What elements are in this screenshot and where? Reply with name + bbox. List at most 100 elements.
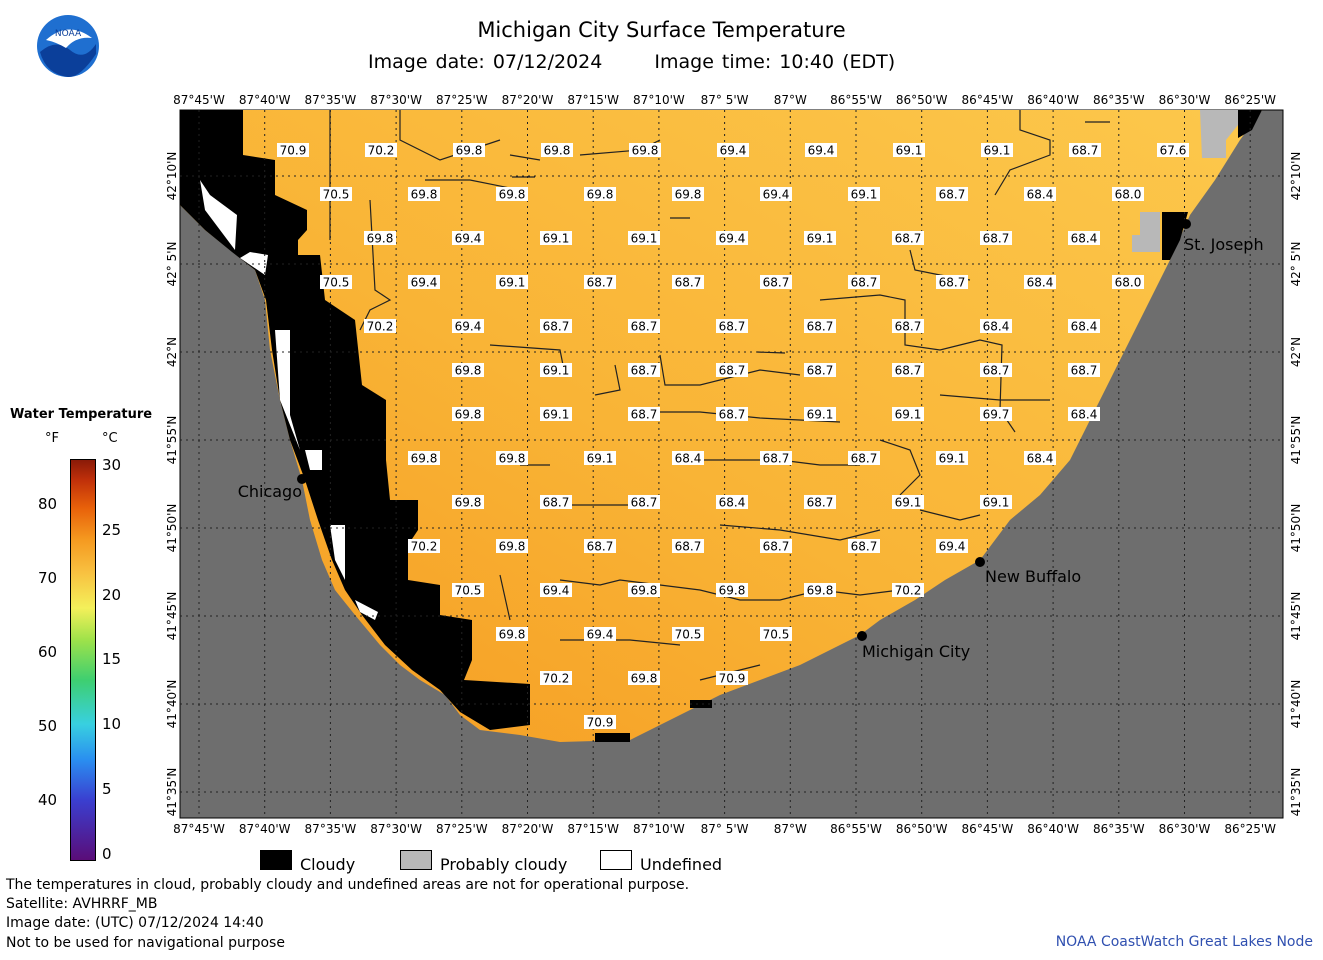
temperature-label: 70.2	[540, 671, 572, 686]
temperature-label: 70.5	[320, 187, 352, 202]
logo-text: NOAA	[55, 29, 82, 39]
temperature-label: 68.7	[892, 363, 924, 378]
temperature-label: 69.4	[540, 583, 572, 598]
svg-text:69.8: 69.8	[807, 584, 834, 598]
longitude-label: 86°40'W	[1027, 822, 1079, 836]
svg-text:70.2: 70.2	[367, 320, 394, 334]
longitude-label: 87°35'W	[305, 822, 357, 836]
svg-text:69.8: 69.8	[631, 672, 658, 686]
svg-text:68.7: 68.7	[807, 496, 834, 510]
svg-text:70.5: 70.5	[323, 188, 350, 202]
svg-text:69.1: 69.1	[851, 188, 878, 202]
temperature-label: 68.0	[1112, 187, 1144, 202]
city-marker: St. Joseph	[1181, 219, 1264, 254]
celsius-tick: 0	[102, 844, 112, 863]
temperature-label: 68.7	[980, 231, 1012, 246]
city-markers: St. Joseph Chicago New Buffalo Michigan Cit…	[238, 219, 1264, 661]
temperature-label: 69.1	[848, 187, 880, 202]
temperature-label: 68.7	[892, 231, 924, 246]
svg-text:68.7: 68.7	[807, 364, 834, 378]
temperature-label: 69.8	[804, 583, 836, 598]
svg-text:68.7: 68.7	[939, 188, 966, 202]
svg-text:68.4: 68.4	[983, 320, 1010, 334]
svg-text:68.7: 68.7	[631, 408, 658, 422]
fahrenheit-tick: 50	[38, 717, 58, 735]
svg-text:70.2: 70.2	[895, 584, 922, 598]
svg-text:69.1: 69.1	[543, 232, 570, 246]
temperature-label: 69.1	[540, 407, 572, 422]
svg-text:68.7: 68.7	[587, 276, 614, 290]
temperature-label: 69.1	[628, 231, 660, 246]
temperature-label: 68.7	[716, 319, 748, 334]
city-marker: Michigan City	[857, 631, 970, 661]
svg-text:70.5: 70.5	[323, 276, 350, 290]
svg-text:68.7: 68.7	[983, 232, 1010, 246]
svg-text:68.4: 68.4	[1071, 232, 1098, 246]
temperature-label: 68.7	[892, 319, 924, 334]
image-datetime: Image date: 07/12/2024 Image time: 10:40…	[368, 51, 939, 73]
latitude-label: 41°50'N	[1289, 504, 1303, 553]
temperature-label: 69.4	[805, 143, 837, 158]
temperature-label: 69.8	[364, 231, 396, 246]
temperature-label: 70.2	[365, 143, 397, 158]
latitude-labels-right: 42°10'N 42° 5'N 42°N 41°55'N 41°50'N 41°45'N 4…	[1289, 152, 1303, 817]
svg-text:69.4: 69.4	[411, 276, 438, 290]
city-name: Michigan City	[862, 642, 970, 661]
temperature-label: 68.7	[936, 187, 968, 202]
navigation-disclaimer: Not to be used for navigational purpose	[6, 935, 285, 951]
longitude-label: 87°30'W	[370, 93, 422, 107]
svg-text:69.8: 69.8	[675, 188, 702, 202]
temperature-label: 68.7	[1069, 143, 1101, 158]
svg-text:68.4: 68.4	[675, 452, 702, 466]
temperature-label: 69.8	[496, 187, 528, 202]
temperature-label: 69.7	[980, 407, 1012, 422]
temperature-label: 70.5	[320, 275, 352, 290]
longitude-label: 87°W	[774, 93, 807, 107]
temperature-label: 69.4	[408, 275, 440, 290]
temperature-label: 69.8	[408, 187, 440, 202]
temperature-label: 69.4	[717, 143, 749, 158]
longitude-label: 87° 5'W	[701, 93, 749, 107]
temperature-label: 69.1	[584, 451, 616, 466]
svg-text:68.7: 68.7	[851, 540, 878, 554]
svg-text:68.7: 68.7	[1072, 144, 1099, 158]
fahrenheit-tick: 60	[38, 643, 58, 661]
probably-cloudy-label: Probably cloudy	[440, 855, 568, 874]
temperature-label: 69.8	[584, 187, 616, 202]
temperature-label: 68.7	[584, 539, 616, 554]
longitude-label: 87°W	[774, 822, 807, 836]
latitude-label: 42° 5'N	[1289, 242, 1303, 287]
temperature-label: 69.4	[452, 319, 484, 334]
temperature-label: 70.9	[584, 715, 616, 730]
temperature-label: 68.4	[1024, 451, 1056, 466]
longitude-label: 86°50'W	[896, 93, 948, 107]
temperature-label: 69.1	[980, 495, 1012, 510]
svg-text:68.7: 68.7	[631, 364, 658, 378]
latitude-label: 41°50'N	[165, 504, 179, 553]
temperature-label: 68.7	[628, 407, 660, 422]
temperature-label: 70.9	[716, 671, 748, 686]
longitude-label: 86°50'W	[896, 822, 948, 836]
temperature-label: 68.4	[1024, 187, 1056, 202]
latitude-label: 42°10'N	[165, 152, 179, 201]
longitude-label: 87°35'W	[305, 93, 357, 107]
temperature-label: 68.7	[848, 451, 880, 466]
celsius-tick: 10	[102, 715, 122, 734]
svg-text:68.7: 68.7	[719, 320, 746, 334]
temperature-label: 69.8	[453, 143, 485, 158]
cloud-area	[180, 110, 530, 730]
city-name: New Buffalo	[985, 567, 1081, 586]
longitude-label: 86°30'W	[1159, 93, 1211, 107]
longitude-label: 86°35'W	[1093, 822, 1145, 836]
longitude-label: 87°10'W	[633, 93, 685, 107]
image-date-label: Image date: 07/12/2024	[368, 51, 603, 73]
temperature-label: 70.9	[277, 143, 309, 158]
legend-title: Water Temperature	[10, 407, 153, 422]
svg-text:69.4: 69.4	[455, 232, 482, 246]
svg-text:68.7: 68.7	[719, 364, 746, 378]
longitude-label: 86°55'W	[830, 822, 882, 836]
temperature-label: 69.8	[452, 495, 484, 510]
svg-text:68.4: 68.4	[1071, 320, 1098, 334]
celsius-tick: 30	[102, 456, 122, 474]
